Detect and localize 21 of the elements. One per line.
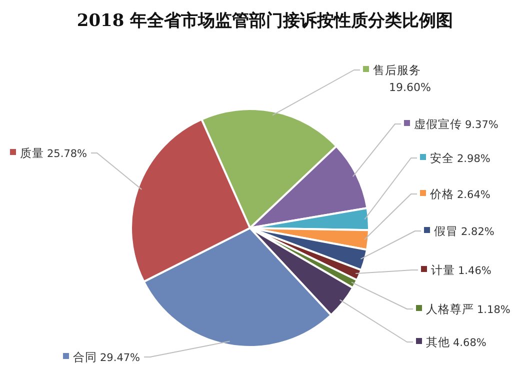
legend-label: 虚假宣传 [414, 117, 462, 131]
data-label: 2.98% [457, 153, 490, 165]
legend-label: 其他 [426, 335, 450, 349]
chart-title: 2018 年全省市场监管部门接诉按性质分类比例图 [76, 11, 454, 31]
data-label: 9.37% [465, 119, 498, 131]
data-label: 19.60% [389, 81, 431, 94]
legend-label: 合同 [73, 350, 97, 364]
legend-label: 质量 [20, 146, 44, 160]
legend-label: 人格尊严 [426, 302, 474, 316]
data-label: 1.46% [458, 265, 492, 277]
data-label: 25.78% [47, 148, 88, 160]
legend-label: 价格 [429, 187, 454, 201]
data-label: 4.68% [453, 337, 486, 349]
data-label: 1.18% [477, 304, 510, 316]
legend-label: 假冒 [434, 224, 458, 238]
data-label: 2.82% [461, 226, 494, 238]
data-label: 29.47% [100, 352, 140, 364]
legend-label: 安全 [430, 151, 454, 165]
legend-label: 计量 [431, 263, 455, 277]
legend-label: 售后服务 [373, 63, 421, 77]
data-label: 2.64% [457, 189, 490, 201]
